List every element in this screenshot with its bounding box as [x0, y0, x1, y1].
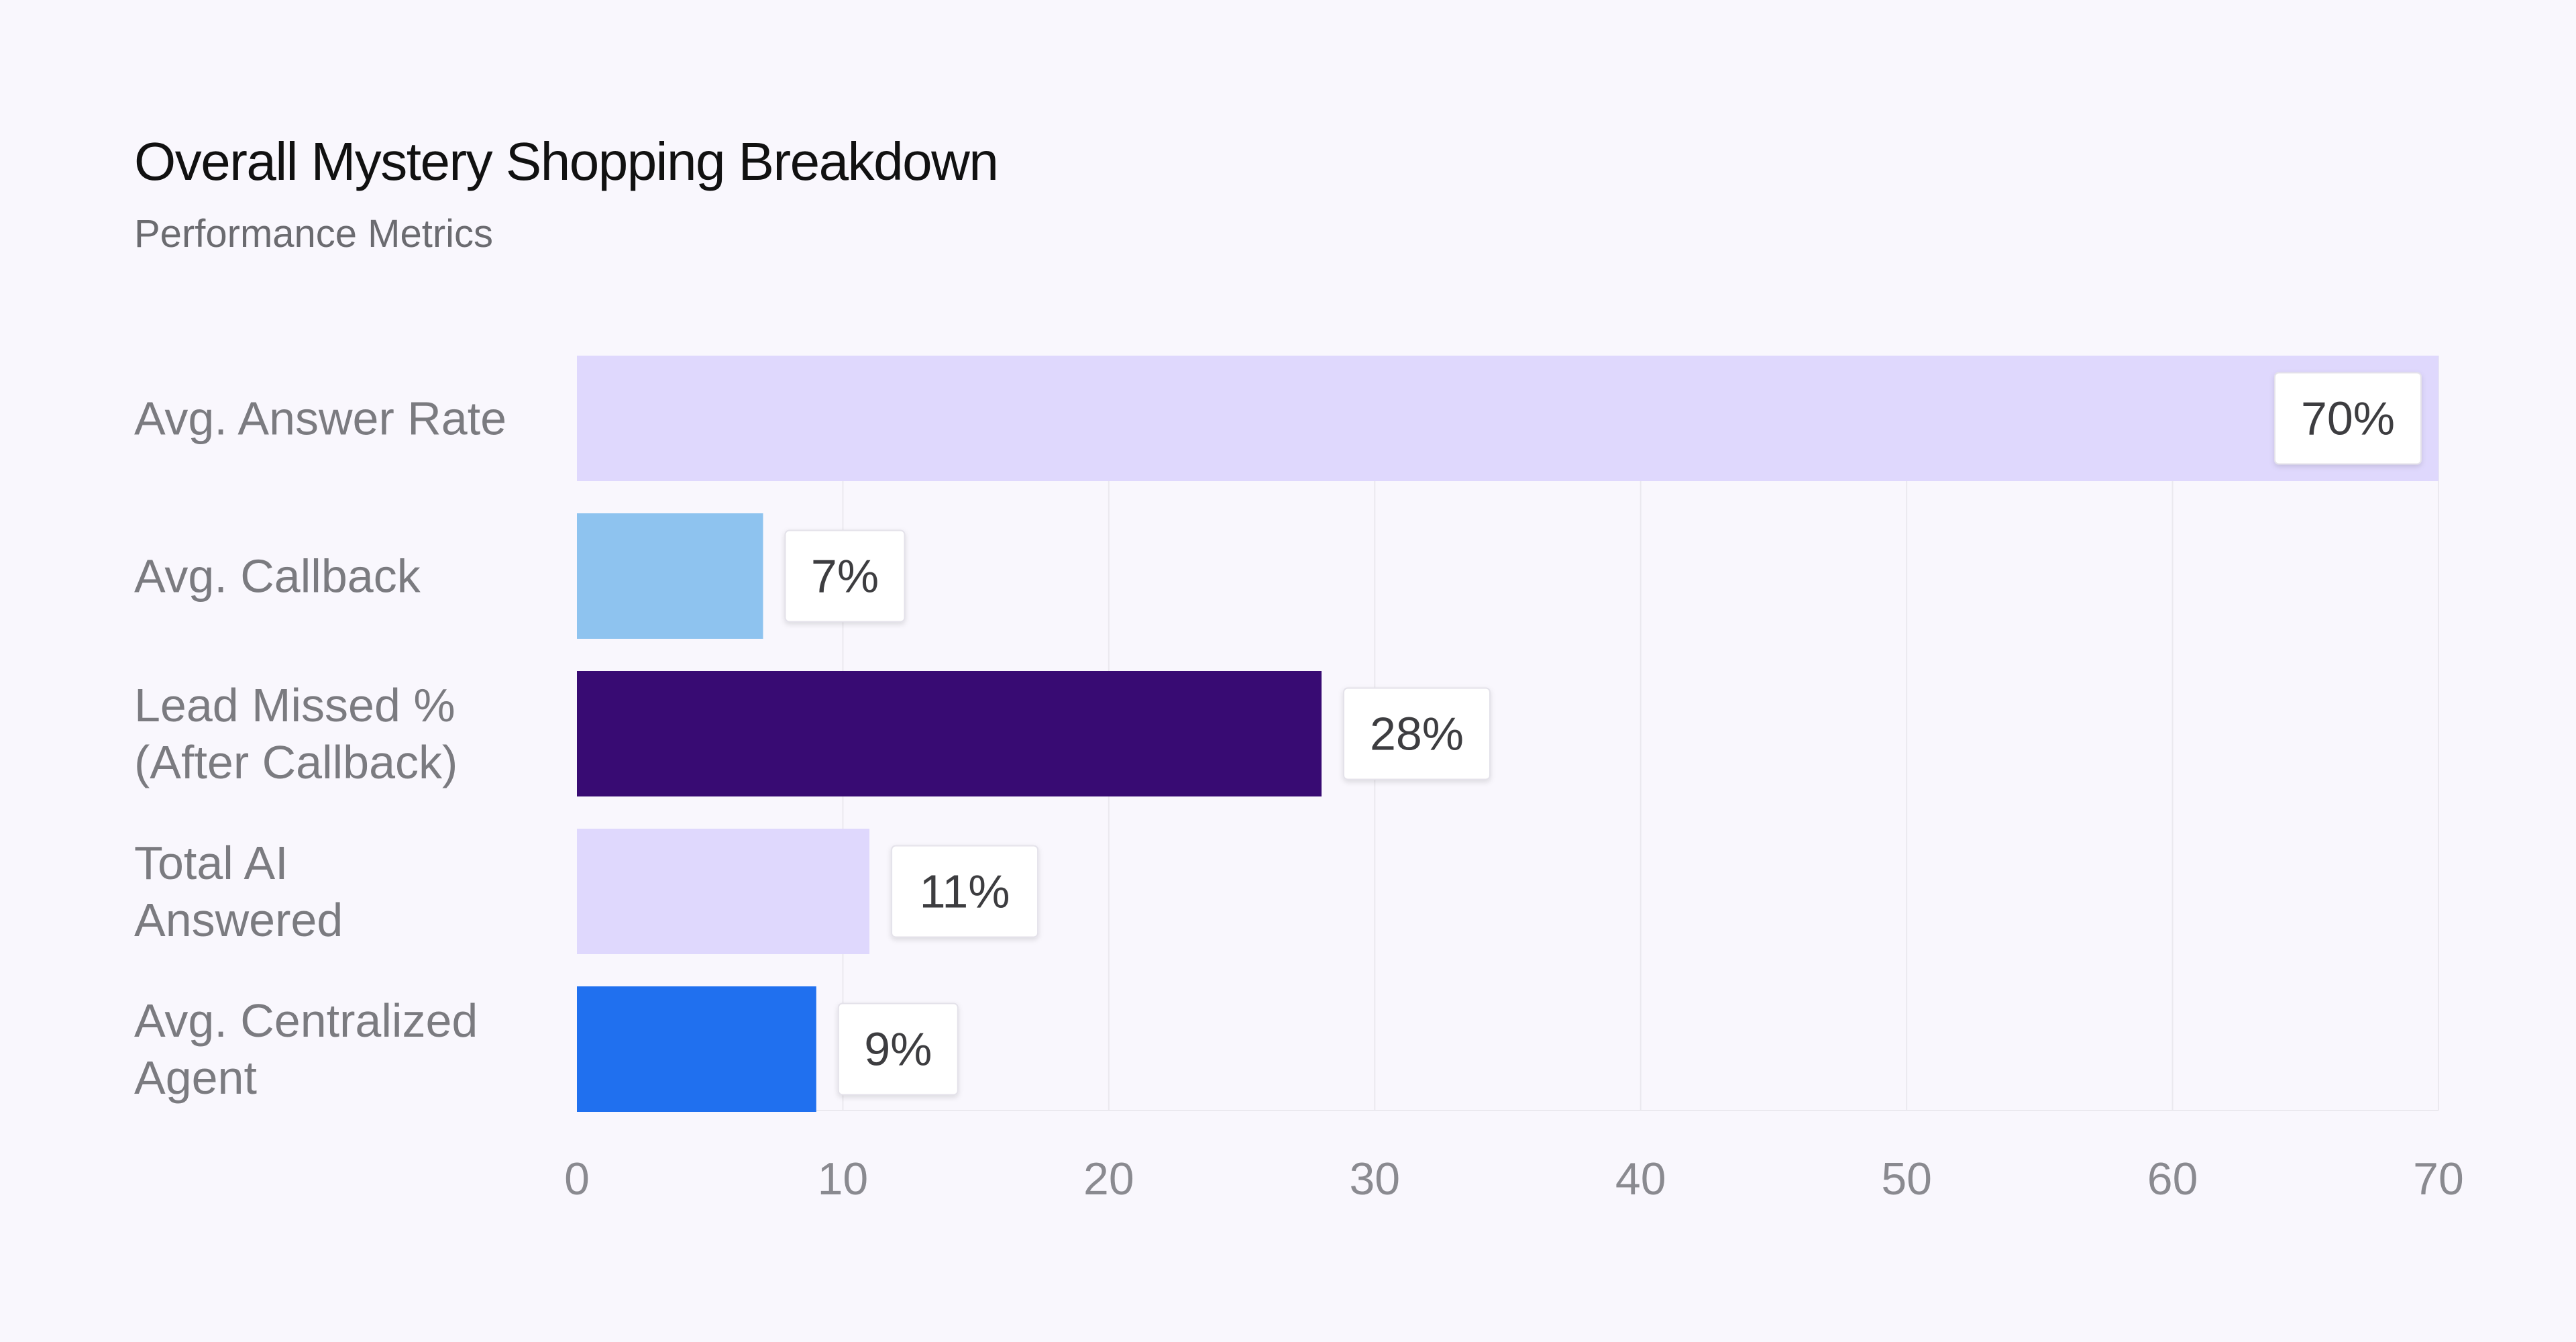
- category-label-line: Avg. Answer Rate: [134, 393, 506, 445]
- x-tick-label: 30: [1349, 1153, 1400, 1204]
- bars: [577, 356, 2438, 1112]
- category-label-line: Total AI: [134, 837, 288, 889]
- x-tick-label: 60: [2147, 1153, 2198, 1204]
- bar: [577, 671, 1322, 796]
- value-label: 9%: [837, 1002, 959, 1096]
- bar: [577, 829, 870, 954]
- category-label: Avg. Answer Rate: [134, 393, 506, 445]
- value-label: 28%: [1343, 687, 1491, 780]
- category-label: Avg. Centralized Agent: [134, 994, 478, 1104]
- x-tick-label: 50: [1881, 1153, 1932, 1204]
- category-label-line: Lead Missed %: [134, 679, 455, 731]
- value-label-box: [784, 529, 906, 623]
- value-label-text: 9%: [864, 1023, 932, 1076]
- value-label: 11%: [891, 845, 1039, 938]
- bar: [577, 986, 816, 1112]
- bar: [577, 513, 763, 639]
- category-label-line: Answered: [134, 894, 343, 946]
- chart-subtitle: Performance Metrics: [134, 212, 494, 256]
- category-label-line: Agent: [134, 1051, 257, 1104]
- value-label-box: [1343, 687, 1491, 780]
- x-axis-ticks: 0 10 20 30 40 50 60 70: [564, 1153, 2464, 1204]
- x-tick-label: 20: [1083, 1153, 1134, 1204]
- x-tick-label: 10: [818, 1153, 869, 1204]
- value-label-text: 11%: [920, 866, 1010, 918]
- value-label-box: [837, 1002, 959, 1096]
- value-label: 7%: [784, 529, 906, 623]
- value-label: 70%: [2274, 372, 2422, 465]
- category-label: Lead Missed % (After Callback): [134, 679, 458, 788]
- value-label-box: [2274, 372, 2422, 465]
- x-tick-label: 0: [564, 1153, 590, 1204]
- chart-title: Overall Mystery Shopping Breakdown: [134, 132, 999, 191]
- category-label-line: Avg. Centralized: [134, 994, 478, 1047]
- value-label-box: [891, 845, 1039, 938]
- category-labels: Avg. Answer Rate Avg. Callback Lead Missed…: [134, 393, 506, 1104]
- x-tick-label: 70: [2413, 1153, 2464, 1204]
- x-tick-label: 40: [1615, 1153, 1666, 1204]
- category-label-line: Avg. Callback: [134, 550, 421, 603]
- value-labels: 70% 7% 28% 11% 9%: [784, 372, 2422, 1096]
- category-label: Avg. Callback: [134, 550, 421, 603]
- bar: [577, 356, 2438, 481]
- category-label-line: (After Callback): [134, 736, 458, 788]
- value-label-text: 70%: [2301, 393, 2395, 445]
- category-label: Total AI Answered: [134, 837, 343, 946]
- value-label-text: 7%: [811, 550, 879, 603]
- value-label-text: 28%: [1370, 708, 1464, 760]
